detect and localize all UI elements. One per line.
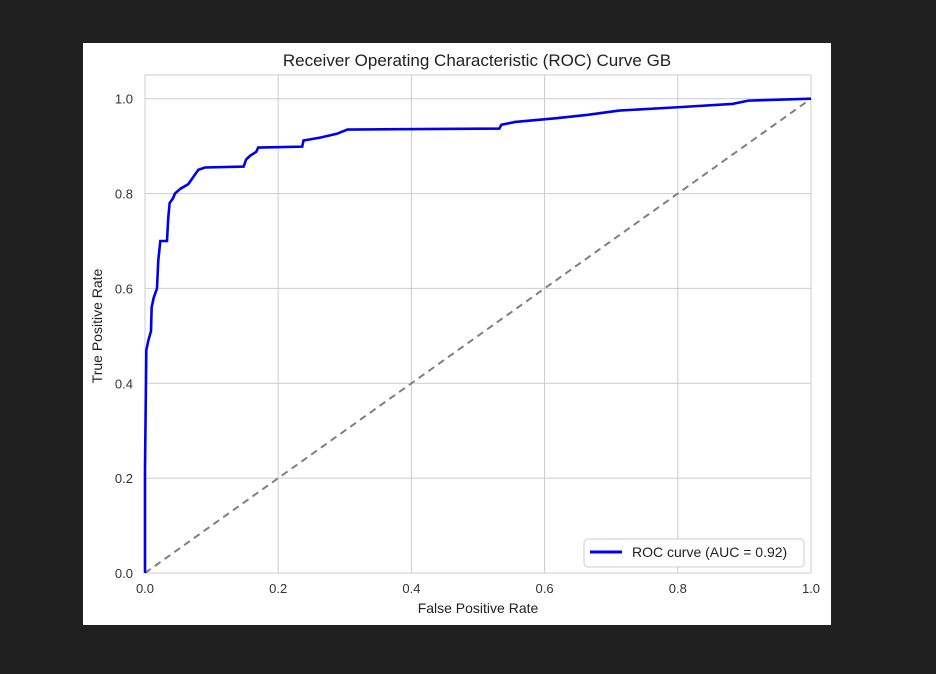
legend-box — [583, 538, 805, 568]
y-tick-labels: 0.0 0.2 0.4 0.6 0.8 1.0 — [115, 92, 133, 581]
y-axis-label: True Positive Rate — [89, 268, 105, 383]
x-axis-label: False Positive Rate — [418, 600, 539, 616]
roc-curve-line — [143, 97, 812, 573]
legend-label: ROC curve (AUC = 0.92) — [632, 544, 787, 560]
y-tick-label: 0.6 — [115, 281, 133, 296]
chart-title: Receiver Operating Characteristic (ROC) … — [283, 51, 671, 70]
y-tick-label: 1.0 — [115, 92, 133, 107]
y-tick-label: 0.8 — [115, 187, 133, 202]
chance-diagonal-line — [144, 97, 812, 574]
roc-chart: Receiver Operating Characteristic (ROC) … — [89, 51, 820, 616]
x-tick-label: 0.0 — [136, 581, 154, 596]
legend: ROC curve (AUC = 0.92) — [583, 538, 805, 568]
x-tick-label: 0.4 — [402, 581, 420, 596]
x-tick-label: 0.8 — [669, 581, 687, 596]
y-tick-label: 0.0 — [115, 566, 133, 581]
chart-figure: Receiver Operating Characteristic (ROC) … — [83, 43, 831, 625]
grid-lines — [144, 75, 812, 574]
x-tick-labels: 0.0 0.2 0.4 0.6 0.8 1.0 — [136, 581, 820, 596]
plot-area-frame — [144, 74, 812, 574]
y-tick-label: 0.4 — [115, 376, 133, 391]
x-tick-label: 1.0 — [802, 581, 820, 596]
x-tick-label: 0.2 — [269, 581, 287, 596]
series-lines — [143, 97, 812, 574]
y-tick-label: 0.2 — [115, 471, 133, 486]
x-tick-label: 0.6 — [536, 581, 554, 596]
